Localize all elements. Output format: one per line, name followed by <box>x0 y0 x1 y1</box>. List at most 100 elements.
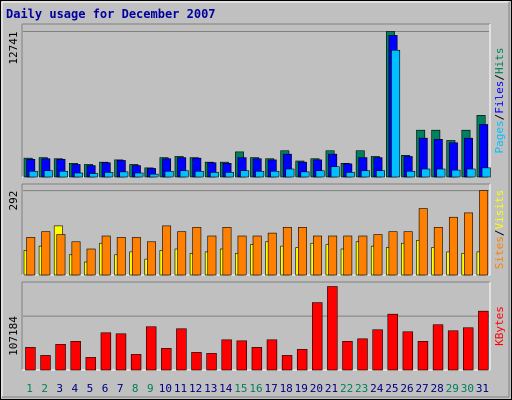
bar <box>89 173 99 178</box>
bar <box>161 348 172 371</box>
bar <box>74 172 84 178</box>
x-tick-label: 22 <box>340 382 353 395</box>
x-tick-label: 8 <box>132 382 139 395</box>
legend-entry: Pages <box>493 120 506 153</box>
bar <box>406 170 416 178</box>
x-tick-label: 30 <box>461 382 474 395</box>
bar <box>451 169 461 178</box>
bar <box>100 332 112 371</box>
bar <box>40 355 51 371</box>
bar <box>327 286 338 371</box>
bar <box>255 170 265 178</box>
x-tick-label: 26 <box>400 382 413 395</box>
y-tick-label: 292 <box>7 191 20 211</box>
bar <box>206 353 217 371</box>
x-tick-label: 9 <box>147 382 154 395</box>
bar <box>41 231 51 276</box>
x-tick-label: 6 <box>102 382 109 395</box>
x-tick-label: 11 <box>174 382 187 395</box>
bar <box>343 235 353 276</box>
bar <box>481 167 491 178</box>
x-tick-label: 7 <box>117 382 124 395</box>
bar <box>85 357 97 371</box>
bar <box>70 341 81 371</box>
x-tick-label: 17 <box>264 382 277 395</box>
bar <box>176 328 187 371</box>
bar <box>402 331 414 371</box>
bar <box>179 170 189 178</box>
bar <box>134 172 144 178</box>
x-tick-label: 20 <box>310 382 323 395</box>
bar <box>421 168 431 178</box>
bar <box>360 170 370 178</box>
bar <box>147 241 156 276</box>
bar <box>86 248 96 276</box>
bar <box>358 235 368 276</box>
x-tick-label: 29 <box>446 382 459 395</box>
bar <box>116 237 126 276</box>
x-tick-label: 28 <box>431 382 444 395</box>
bar <box>191 352 202 371</box>
y-tick-label: 107184 <box>7 316 20 356</box>
bar <box>478 310 489 371</box>
bar <box>207 235 217 276</box>
bar <box>25 347 36 371</box>
legend: Sites/Visits <box>493 190 506 270</box>
legend-entry: Files <box>493 81 506 114</box>
bar <box>145 326 157 371</box>
x-tick-label: 21 <box>325 382 338 395</box>
chart-title: Daily usage for December 2007 <box>6 7 216 21</box>
x-tick-label: 23 <box>355 382 368 395</box>
bar <box>240 170 250 178</box>
legend-separator: / <box>493 230 506 237</box>
x-tick-label: 2 <box>41 382 48 395</box>
bar <box>55 344 66 371</box>
bar <box>296 349 308 371</box>
bar <box>131 237 141 276</box>
x-tick-label: 31 <box>476 382 489 395</box>
legend-entry: Visits <box>493 190 506 230</box>
bar <box>357 338 368 371</box>
bar <box>315 170 325 178</box>
bar <box>417 341 429 371</box>
bar <box>270 170 280 178</box>
bar <box>342 341 353 371</box>
bar <box>119 171 129 178</box>
x-tick-label: 4 <box>72 382 79 395</box>
x-tick-label: 24 <box>370 382 384 395</box>
bar <box>448 216 458 276</box>
bar <box>403 231 413 276</box>
x-tick-label: 27 <box>415 382 428 395</box>
bar <box>312 302 323 371</box>
bar <box>149 173 159 178</box>
bar <box>464 212 473 276</box>
bar <box>162 225 172 276</box>
bar <box>209 172 219 178</box>
x-tick-label: 5 <box>87 382 94 395</box>
bar <box>43 170 53 178</box>
bar <box>479 190 489 276</box>
x-tick-label: 18 <box>280 382 293 395</box>
bar <box>373 234 383 276</box>
bar <box>281 355 293 371</box>
bar <box>26 237 36 276</box>
legend-entry: Hits <box>493 48 506 75</box>
bar <box>251 347 263 371</box>
bar <box>252 235 262 276</box>
legend-separator: / <box>493 74 506 81</box>
bar <box>104 172 114 178</box>
bar <box>328 235 338 276</box>
legend-entry: Sites <box>493 236 506 269</box>
bar <box>463 327 474 371</box>
bar <box>101 235 111 276</box>
bar <box>432 324 444 371</box>
bar <box>300 171 310 178</box>
plot-area <box>22 24 490 177</box>
x-tick-label: 15 <box>234 382 247 395</box>
bar <box>447 330 459 371</box>
bar <box>433 227 443 276</box>
bar <box>71 241 81 276</box>
x-tick-label: 14 <box>219 382 233 395</box>
x-tick-label: 12 <box>189 382 202 395</box>
bar <box>372 329 383 371</box>
